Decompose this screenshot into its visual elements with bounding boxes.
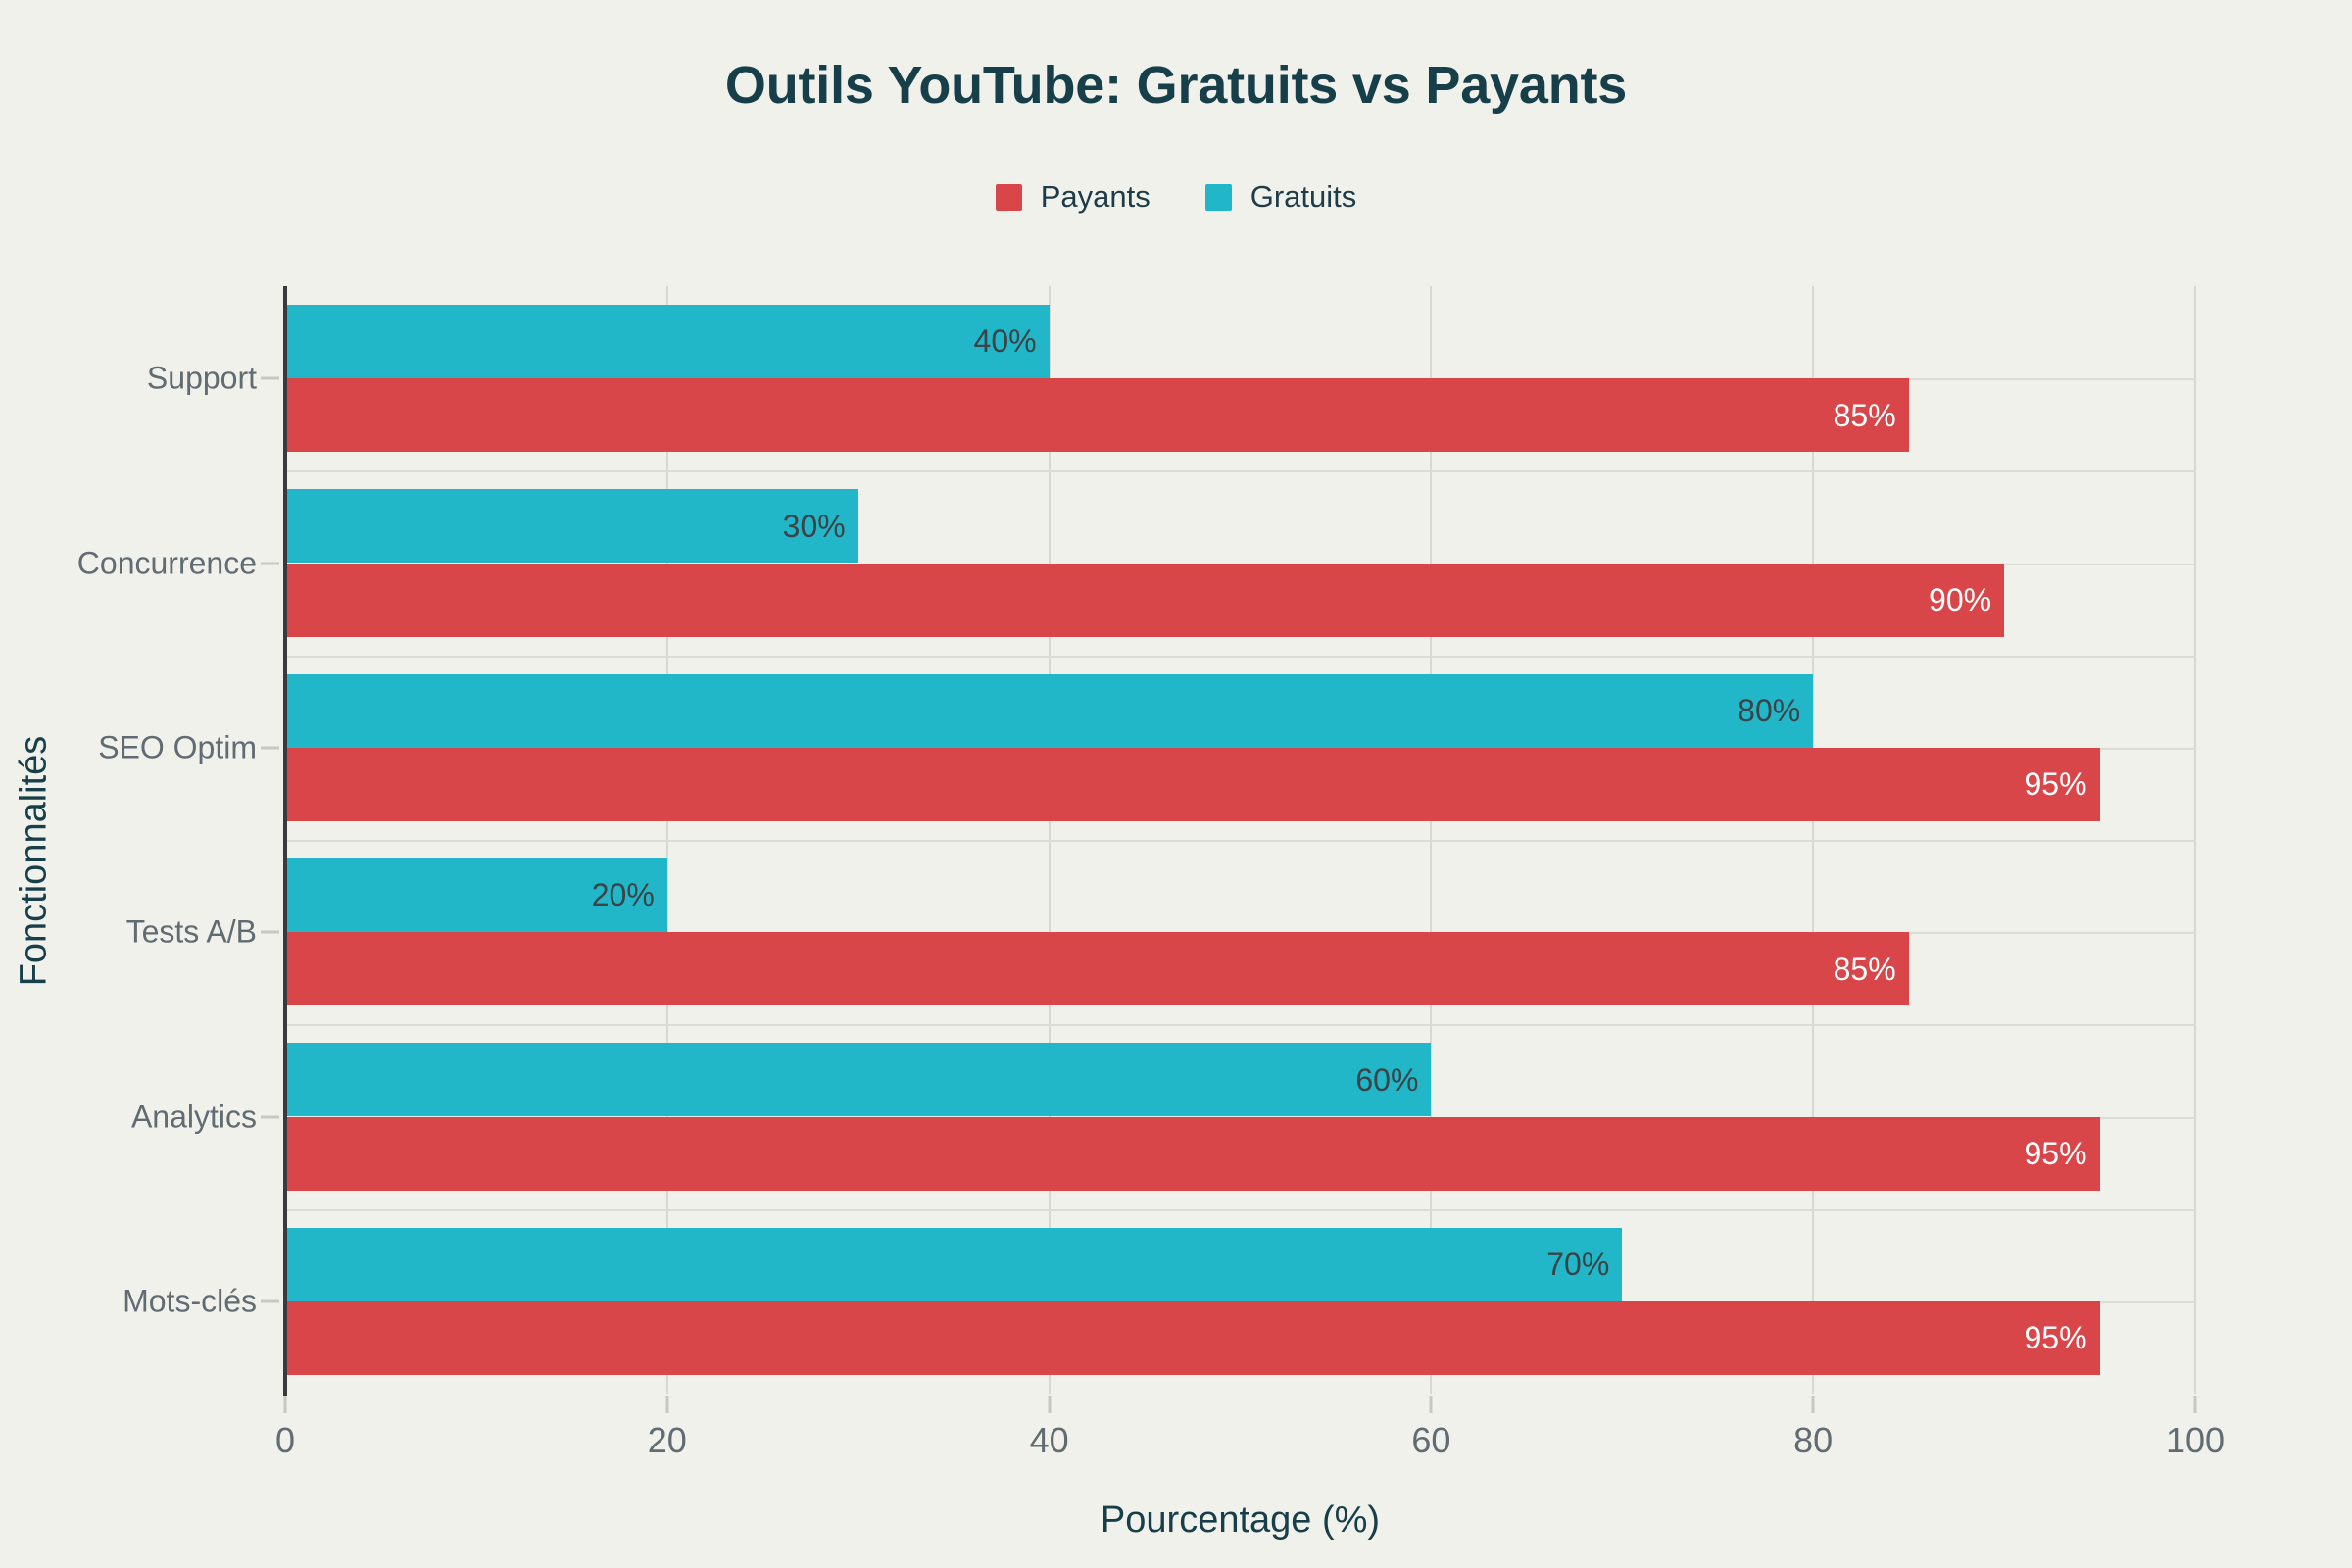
x-tick-mark [1811, 1396, 1815, 1413]
legend-swatch-payants [995, 183, 1022, 211]
x-tick-mark [1429, 1396, 1433, 1413]
y-tick-mark [261, 1115, 279, 1118]
bar-value-label: 40% [973, 323, 1037, 360]
x-tick-label-40: 40 [1029, 1420, 1069, 1460]
y-tick-mark [261, 746, 279, 750]
x-tick-label-0: 0 [274, 1420, 296, 1460]
y-tick-label-concurrence: Concurrence [76, 545, 257, 580]
bar-payants-tests-a-b[interactable]: 85% [285, 932, 1909, 1006]
bar-gratuits-analytics[interactable]: 60% [285, 1043, 1432, 1117]
chart-legend: Payants Gratuits [0, 179, 2352, 215]
legend-swatch-gratuits [1204, 183, 1232, 211]
x-tick-mark [1048, 1396, 1052, 1413]
x-tick-label-100: 100 [2165, 1420, 2226, 1460]
legend-entry-gratuits[interactable]: Gratuits [1204, 179, 1357, 215]
y-tick-mark [261, 376, 279, 380]
bar-value-label: 80% [1738, 693, 1801, 729]
y-axis-spine [283, 286, 287, 1396]
bar-value-label: 60% [1355, 1061, 1419, 1098]
bar-gratuits-mots-cl-s[interactable]: 70% [285, 1227, 1623, 1301]
bar-value-label: 95% [2024, 766, 2087, 803]
bar-value-label: 85% [1833, 951, 1896, 987]
y-tick-mark [261, 562, 279, 564]
bar-value-label: 70% [1546, 1247, 1610, 1283]
y-axis-title: Fonctionnalités [13, 735, 55, 987]
y-tick-label-support: Support [146, 360, 257, 396]
x-tick-mark [665, 1396, 669, 1413]
bar-value-label: 95% [2024, 1320, 2087, 1356]
x-tick-mark [283, 1396, 287, 1413]
gridline-horizontal [285, 1024, 2195, 1027]
bar-gratuits-seo-optim[interactable]: 80% [285, 673, 1814, 748]
x-tick-label-80: 80 [1793, 1420, 1834, 1460]
bar-gratuits-concurrence[interactable]: 30% [285, 489, 858, 564]
bar-payants-mots-cl-s[interactable]: 95% [285, 1300, 2100, 1376]
bar-gratuits-tests-a-b[interactable]: 20% [285, 858, 667, 933]
bar-value-label: 20% [591, 877, 655, 913]
y-tick-label-analytics: Analytics [130, 1099, 257, 1134]
y-tick-label-seo-optim: SEO Optim [98, 729, 257, 765]
bar-value-label: 30% [782, 508, 846, 544]
x-tick-label-60: 60 [1411, 1420, 1451, 1460]
bar-value-label: 85% [1833, 397, 1896, 433]
gridline-horizontal [285, 840, 2195, 842]
gridline-horizontal [285, 470, 2195, 473]
bar-value-label: 90% [1929, 582, 1992, 618]
bar-payants-concurrence[interactable]: 90% [285, 563, 2005, 637]
x-tick-label-20: 20 [647, 1420, 687, 1460]
legend-label-payants: Payants [1040, 179, 1151, 214]
y-tick-mark [261, 930, 279, 934]
legend-label-gratuits: Gratuits [1250, 179, 1357, 214]
bar-payants-seo-optim[interactable]: 95% [285, 747, 2100, 822]
y-tick-label-tests-a-b: Tests A/B [125, 913, 257, 950]
gridline-vertical [2194, 286, 2196, 1394]
bar-payants-support[interactable]: 85% [285, 378, 1909, 453]
bar-gratuits-support[interactable]: 40% [285, 304, 1050, 379]
legend-entry-payants[interactable]: Payants [995, 179, 1151, 215]
plot-area: 70% 95% 60% 95% 20% 85% 80% 95% 30% 90% 40% 85% [284, 286, 2196, 1394]
gridline-horizontal [285, 1208, 2195, 1211]
x-axis-title: Pourcentage (%) [1100, 1499, 1381, 1541]
bar-value-label: 95% [2024, 1136, 2087, 1172]
x-tick-mark [2193, 1396, 2197, 1413]
y-tick-mark [261, 1299, 279, 1303]
bar-payants-analytics[interactable]: 95% [285, 1116, 2100, 1191]
chart-title: Outils YouTube: Gratuits vs Payants [724, 56, 1628, 115]
y-tick-label-mots-cl-s: Mots-clés [122, 1283, 257, 1319]
gridline-horizontal [285, 655, 2195, 658]
